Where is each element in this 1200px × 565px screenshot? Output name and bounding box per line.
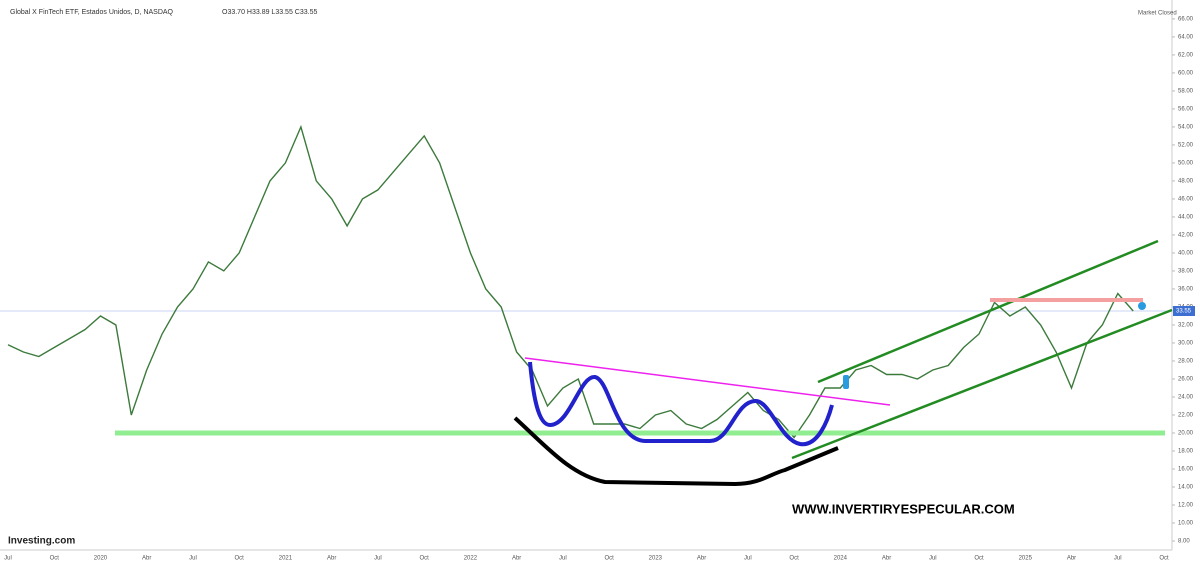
- x-tick-label: Oct: [235, 556, 245, 562]
- y-tick-label: 62.00: [1178, 52, 1194, 58]
- last-price-box: [1173, 306, 1195, 317]
- watermark: WWW.INVERTIRYESPECULAR.COM: [792, 501, 1015, 516]
- x-tick-label: Oct: [604, 556, 614, 562]
- y-tick-label: 14.00: [1178, 485, 1194, 491]
- logo: Investing.com: [8, 536, 75, 547]
- resistance-line: [524, 357, 891, 406]
- x-tick-label: Jul: [189, 556, 197, 562]
- x-tick-label: 2020: [94, 556, 108, 562]
- pattern-curve: [528, 361, 834, 447]
- y-tick-label: 26.00: [1178, 377, 1194, 383]
- x-tick-label: Abr: [1067, 556, 1076, 562]
- channel-lower: [791, 308, 1173, 460]
- y-tick-label: 64.00: [1178, 34, 1194, 40]
- y-tick-label: 58.00: [1178, 88, 1194, 94]
- x-tick-label: Oct: [419, 556, 429, 562]
- x-tick-label: Jul: [374, 556, 382, 562]
- y-tick-label: 52.00: [1178, 143, 1194, 149]
- x-tick-label: Abr: [327, 556, 336, 562]
- x-tick-label: Abr: [882, 556, 891, 562]
- x-tick-label: 2021: [279, 556, 293, 562]
- event-marker: [1138, 302, 1146, 310]
- x-tick-label: 2022: [464, 556, 478, 562]
- x-tick-label: Abr: [142, 556, 151, 562]
- cup-curve: [513, 416, 839, 487]
- y-tick-label: 40.00: [1178, 251, 1194, 257]
- y-tick-label: 42.00: [1178, 233, 1194, 239]
- plot: [0, 124, 1172, 439]
- y-tick-label: 22.00: [1178, 413, 1194, 419]
- y-tick-label: 60.00: [1178, 70, 1194, 76]
- x-tick-label: 2025: [1019, 556, 1033, 562]
- x-tick-label: Jul: [744, 556, 752, 562]
- x-tick-label: Jul: [4, 556, 12, 562]
- x-tick-label: Oct: [789, 556, 799, 562]
- y-tick-label: 38.00: [1178, 269, 1194, 275]
- last-price-label: 33.55: [1176, 309, 1192, 315]
- y-tick-label: 46.00: [1178, 197, 1194, 203]
- y-tick-label: 10.00: [1178, 521, 1194, 527]
- market-status: Market Closed: [1138, 11, 1177, 17]
- x-tick-label: Oct: [50, 556, 60, 562]
- y-tick-label: 30.00: [1178, 341, 1194, 347]
- y-tick-label: 56.00: [1178, 106, 1194, 112]
- y-tick-label: 48.00: [1178, 179, 1194, 185]
- x-tick-label: 2024: [834, 556, 848, 562]
- ohlc-values: O33.70 H33.89 L33.55 C33.55: [222, 9, 317, 16]
- y-tick-label: 32.00: [1178, 323, 1194, 329]
- x-tick-label: Jul: [559, 556, 567, 562]
- x-tick-label: Jul: [929, 556, 937, 562]
- event-marker: [843, 375, 849, 389]
- x-tick-label: Oct: [974, 556, 984, 562]
- x-tick-label: Abr: [697, 556, 706, 562]
- x-tick-label: Jul: [1114, 556, 1122, 562]
- chart-title: Global X FinTech ETF, Estados Unidos, D,…: [10, 9, 174, 16]
- y-tick-label: 36.00: [1178, 287, 1194, 293]
- y-tick-label: 8.00: [1178, 539, 1190, 545]
- y-tick-label: 18.00: [1178, 449, 1194, 455]
- y-tick-label: 54.00: [1178, 125, 1194, 131]
- channel-upper: [817, 239, 1159, 384]
- y-tick-label: 12.00: [1178, 503, 1194, 509]
- price-line: [7, 124, 1134, 439]
- x-tick-label: 2023: [649, 556, 663, 562]
- x-tick-label: Oct: [1159, 556, 1169, 562]
- y-tick-label: 66.00: [1178, 16, 1194, 22]
- y-tick-label: 16.00: [1178, 467, 1194, 473]
- y-tick-label: 20.00: [1178, 431, 1194, 437]
- x-tick-label: Abr: [512, 556, 521, 562]
- y-tick-label: 44.00: [1178, 215, 1194, 221]
- y-tick-label: 28.00: [1178, 359, 1194, 365]
- y-tick-label: 50.00: [1178, 161, 1194, 167]
- y-tick-label: 24.00: [1178, 395, 1194, 401]
